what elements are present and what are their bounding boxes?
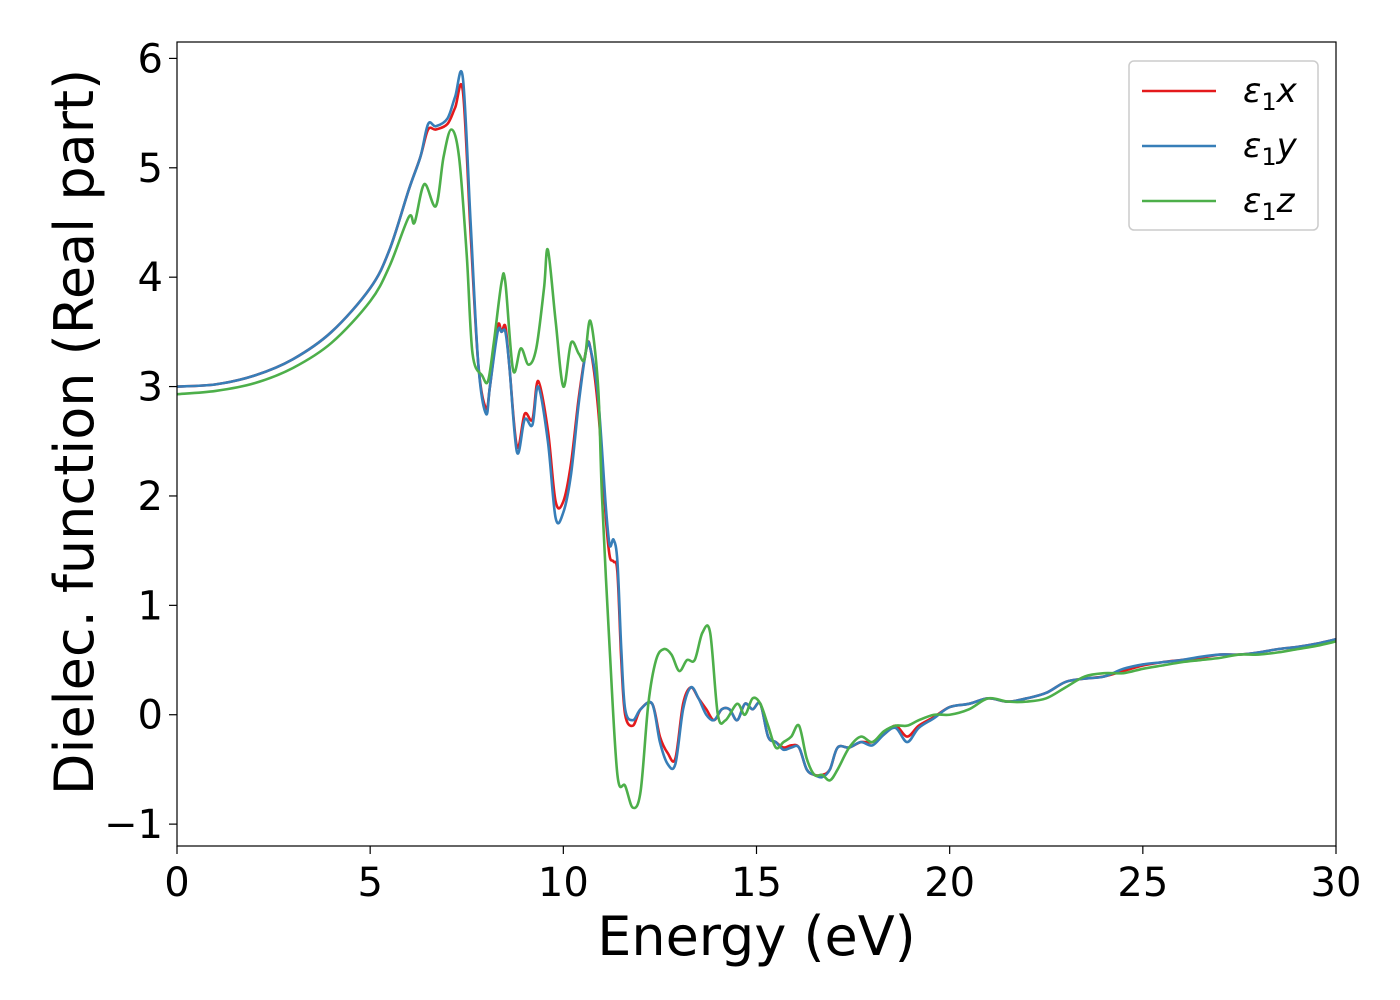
y-tick-label: 5 [138, 146, 163, 192]
y-tick-label: −1 [104, 802, 163, 848]
series-line-y [177, 69, 1336, 779]
x-tick-label: 10 [538, 860, 589, 906]
x-tick-label: 5 [357, 860, 382, 906]
x-tick-label: 25 [1117, 860, 1168, 906]
y-tick-label: 3 [138, 365, 163, 411]
x-axis-ticks: 0 5 10 15 20 25 30 [164, 846, 1361, 906]
x-tick-label: 0 [164, 860, 189, 906]
x-tick-label: 20 [924, 860, 975, 906]
x-axis-label: Energy (eV) [597, 905, 916, 968]
y-tick-label: 1 [138, 583, 163, 629]
y-tick-label: 0 [138, 693, 163, 739]
y-axis-label: Dielec. function (Real part) [43, 69, 106, 795]
x-tick-label: 30 [1311, 860, 1362, 906]
legend-label: ε1x [1243, 71, 1298, 116]
series-layer [177, 69, 1336, 810]
legend-item-x: ε1x [1142, 71, 1298, 116]
legend-item-y: ε1y [1142, 126, 1298, 171]
legend-label: ε1z [1243, 181, 1296, 226]
y-tick-label: 6 [138, 36, 163, 82]
y-tick-label: 2 [138, 474, 163, 520]
legend-box [1128, 60, 1319, 231]
series-line-z [177, 128, 1336, 810]
y-axis-ticks: −1 0 1 2 3 4 5 6 [104, 36, 177, 848]
legend-item-z: ε1z [1142, 181, 1296, 226]
legend-label: ε1y [1243, 126, 1298, 171]
legend: ε1x ε1y ε1z [1128, 60, 1319, 231]
y-tick-label: 4 [138, 255, 163, 301]
x-tick-label: 15 [731, 860, 782, 906]
